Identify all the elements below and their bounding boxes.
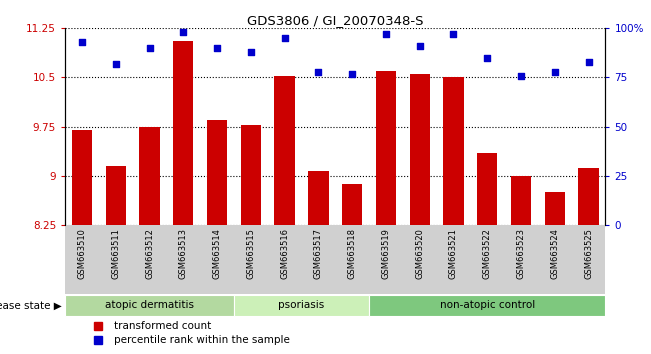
Point — [482, 55, 492, 61]
Point — [583, 59, 594, 64]
Bar — [511, 176, 531, 225]
Text: GSM663519: GSM663519 — [381, 228, 391, 279]
Point — [381, 32, 391, 37]
Bar — [234, 295, 369, 316]
Text: GSM663522: GSM663522 — [483, 228, 492, 279]
Bar — [409, 74, 430, 225]
Text: GSM663513: GSM663513 — [179, 228, 187, 279]
Point — [178, 29, 189, 35]
Bar — [477, 153, 497, 225]
Text: GSM663524: GSM663524 — [550, 228, 559, 279]
Text: GSM663515: GSM663515 — [246, 228, 255, 279]
Text: GSM663523: GSM663523 — [516, 228, 525, 279]
Text: transformed count: transformed count — [114, 321, 211, 331]
Text: GSM663510: GSM663510 — [77, 228, 87, 279]
Text: psoriasis: psoriasis — [279, 300, 325, 310]
Bar — [241, 125, 261, 225]
Text: disease state ▶: disease state ▶ — [0, 301, 62, 310]
Point — [313, 69, 324, 74]
Point — [77, 39, 87, 45]
Bar — [173, 41, 193, 225]
Text: GSM663520: GSM663520 — [415, 228, 424, 279]
Point — [145, 45, 155, 51]
Text: GSM663525: GSM663525 — [584, 228, 593, 279]
Bar — [65, 295, 234, 316]
Text: GSM663514: GSM663514 — [213, 228, 221, 279]
Bar — [443, 78, 464, 225]
Text: percentile rank within the sample: percentile rank within the sample — [114, 335, 290, 344]
Text: GSM663518: GSM663518 — [348, 228, 357, 279]
Text: GSM663521: GSM663521 — [449, 228, 458, 279]
Point — [549, 69, 560, 74]
Bar — [309, 171, 329, 225]
Point — [449, 32, 459, 37]
Bar — [369, 295, 605, 316]
Bar — [342, 184, 363, 225]
Bar — [72, 130, 92, 225]
Title: GDS3806 / GI_20070348-S: GDS3806 / GI_20070348-S — [247, 14, 424, 27]
Bar — [376, 71, 396, 225]
Text: GSM663512: GSM663512 — [145, 228, 154, 279]
Text: GSM663516: GSM663516 — [280, 228, 289, 279]
Point — [516, 73, 526, 78]
Text: GSM663517: GSM663517 — [314, 228, 323, 279]
Bar — [545, 192, 565, 225]
Point — [212, 45, 222, 51]
Point — [347, 71, 357, 76]
Bar — [105, 166, 126, 225]
Point — [111, 61, 121, 67]
Point — [279, 35, 290, 41]
Text: atopic dermatitis: atopic dermatitis — [105, 300, 194, 310]
Point — [415, 43, 425, 49]
Bar — [578, 168, 599, 225]
Text: GSM663511: GSM663511 — [111, 228, 120, 279]
Text: non-atopic control: non-atopic control — [439, 300, 535, 310]
Bar — [139, 127, 159, 225]
Bar — [207, 120, 227, 225]
Point — [245, 49, 256, 55]
Bar — [275, 76, 295, 225]
